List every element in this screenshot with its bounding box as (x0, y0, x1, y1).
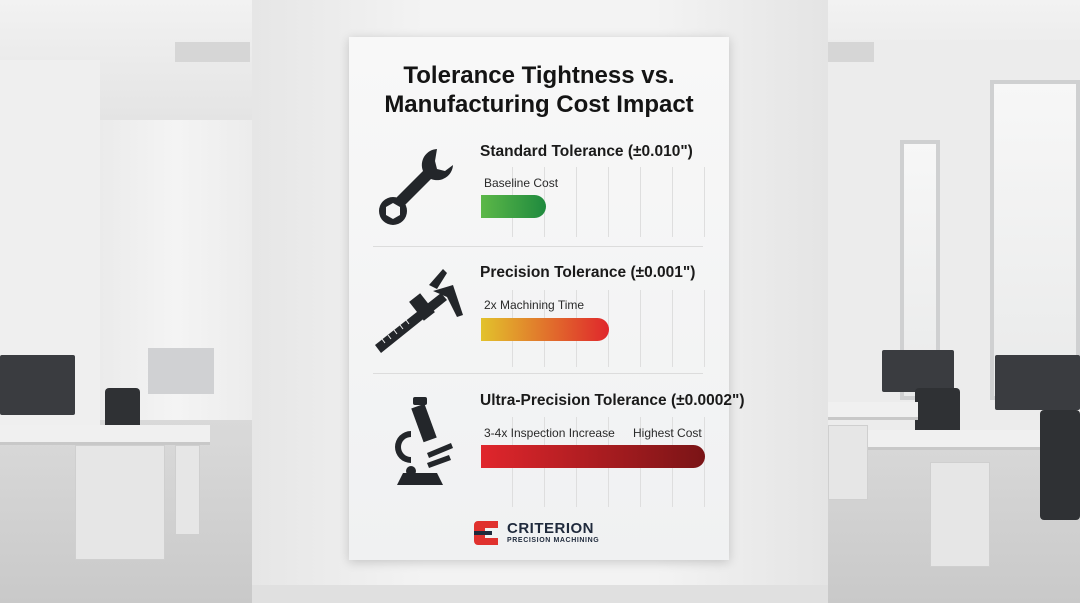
monitor (995, 355, 1080, 410)
logo-mark-icon (474, 521, 498, 545)
monitor (0, 355, 75, 415)
drawer-cabinet (75, 445, 165, 560)
section-divider (373, 373, 703, 374)
section-title-ultra-precision: Ultra-Precision Tolerance (±0.0002") (480, 392, 745, 409)
desk (862, 430, 1080, 450)
desk (0, 425, 210, 445)
criterion-logo: CRITERION PRECISION MACHINING (474, 520, 609, 546)
grid-line (672, 290, 673, 367)
infographic-poster: Tolerance Tightness vs. Manufacturing Co… (349, 37, 745, 560)
section-divider (373, 246, 703, 247)
title-line: Tolerance Tightness vs. (403, 62, 675, 89)
drawer-cabinet (930, 462, 990, 567)
window (990, 80, 1080, 400)
grid-line (576, 167, 577, 237)
section-title-precision: Precision Tolerance (±0.001") (480, 264, 696, 281)
ceiling-vent (175, 42, 250, 62)
cost-bar-ultra-precision (481, 445, 705, 468)
cost-bar-precision (481, 318, 609, 341)
grid-line (608, 167, 609, 237)
logo-tagline: PRECISION MACHINING (507, 537, 600, 544)
grid-line (704, 290, 705, 367)
grid-line (640, 167, 641, 237)
grid-line (704, 417, 705, 507)
bar-label-highest: Highest Cost (633, 426, 702, 440)
floor-edge (252, 585, 828, 603)
microscope-icon (395, 397, 453, 485)
bar-label: Baseline Cost (484, 176, 559, 190)
logo-name: CRITERION (507, 520, 594, 537)
bar-label: 2x Machining Time (484, 298, 585, 312)
chair (1040, 410, 1080, 520)
monitor (148, 348, 214, 394)
grid-line (704, 167, 705, 237)
bar-label: 3-4x Inspection Increase (484, 426, 615, 440)
monitor (882, 350, 954, 392)
desk (828, 402, 918, 420)
poster-title: Tolerance Tightness vs. Manufacturing Co… (349, 61, 729, 119)
title-line: Manufacturing Cost Impact (384, 91, 694, 118)
chair (915, 388, 960, 438)
grid-line (640, 290, 641, 367)
grid-line (672, 167, 673, 237)
desk-leg (175, 445, 200, 535)
caliper-icon (375, 269, 463, 353)
cost-bar-standard (481, 195, 546, 218)
section-title-standard: Standard Tolerance (±0.010") (480, 143, 693, 160)
ceiling-vent (828, 42, 874, 62)
wrench-icon (379, 149, 453, 225)
drawer-cabinet (828, 425, 868, 500)
